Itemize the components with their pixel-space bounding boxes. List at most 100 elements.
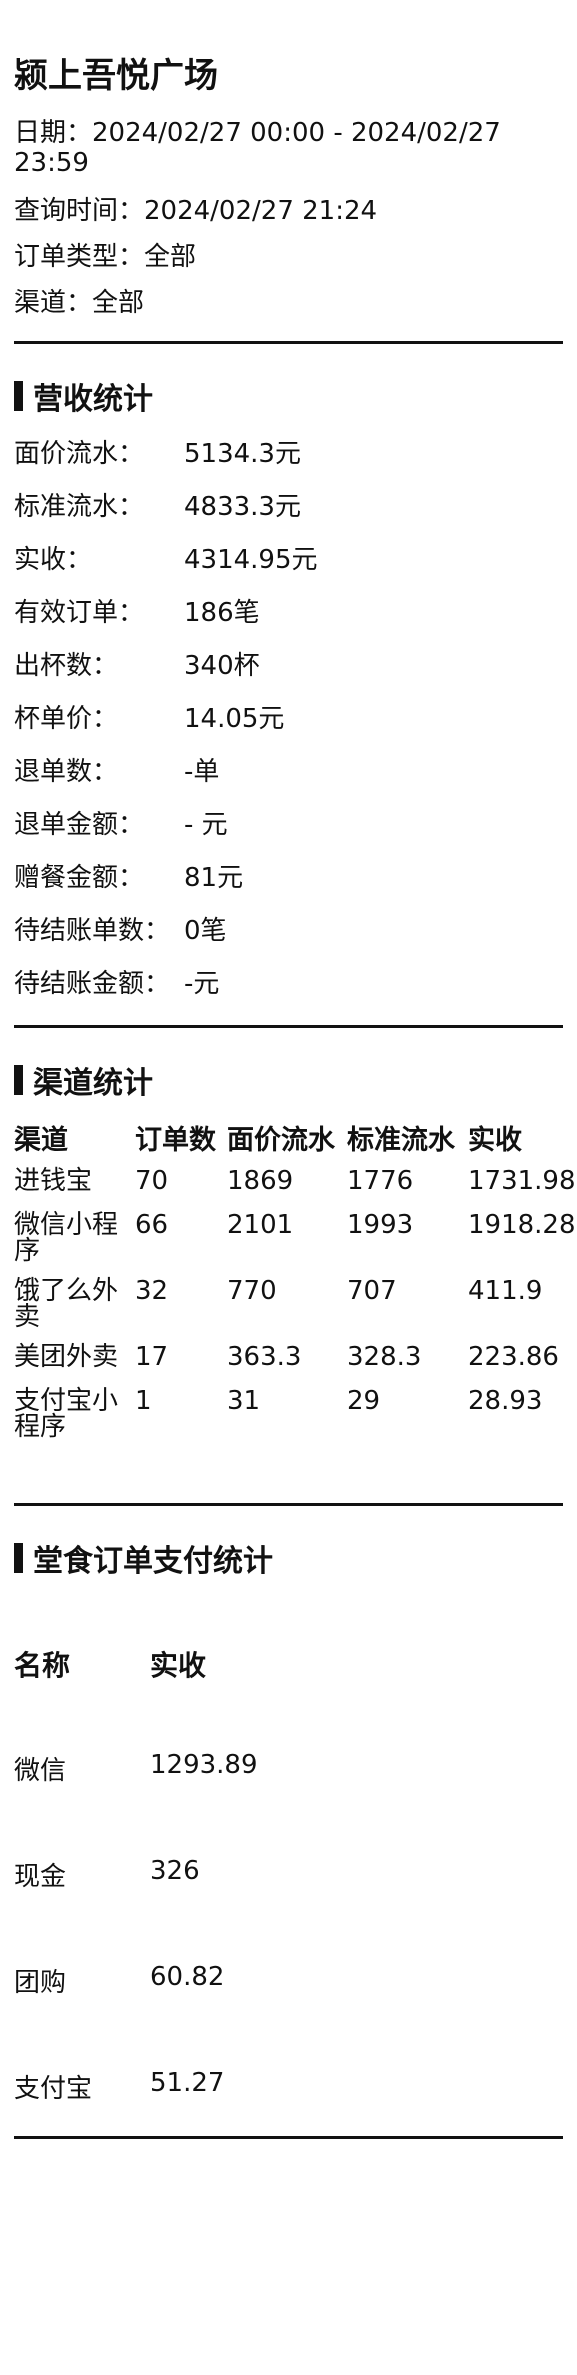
revenue-label: 出杯数： (14, 651, 119, 681)
revenue-value: - 元 (184, 810, 228, 840)
header-face-flow: 面价流水 (227, 1125, 335, 1156)
order-count: 1 (135, 1386, 152, 1416)
revenue-value: 5134.3元 (184, 439, 301, 469)
revenue-label: 有效订单： (14, 598, 145, 628)
revenue-row: 待结账金额： -元 (14, 968, 219, 1000)
face-flow: 770 (227, 1276, 277, 1306)
table-row: 饿了么外卖 32 770 707 411.9 (14, 1278, 574, 1344)
channel-section-title: 渠道统计 (14, 1058, 153, 1102)
revenue-row: 有效订单： 186笔 (14, 597, 260, 629)
revenue-value: -单 (184, 757, 220, 787)
header-channel: 渠道 (14, 1125, 68, 1156)
table-row: 美团外卖 17 363.3 328.3 223.86 (14, 1344, 574, 1388)
table-row: 微信 1293.89 (14, 1750, 350, 1787)
revenue-row: 赠餐金额： 81元 (14, 862, 243, 894)
divider (14, 341, 563, 344)
divider (14, 1025, 563, 1028)
revenue-value: 4833.3元 (184, 492, 301, 522)
table-row: 现金 326 (14, 1856, 350, 1893)
revenue-row: 实收： 4314.95元 (14, 544, 318, 576)
revenue-label: 待结账金额： (14, 969, 171, 999)
revenue-value: 81元 (184, 863, 244, 893)
channel-filter: 渠道：全部 (14, 288, 145, 318)
channel-name: 支付宝小程序 (14, 1386, 119, 1442)
revenue-value: 0笔 (184, 916, 227, 946)
payment-method: 微信 (14, 1756, 67, 1786)
actual-amount: 1731.98 (468, 1166, 576, 1196)
actual-amount: 411.9 (468, 1276, 543, 1306)
standard-flow: 29 (347, 1386, 381, 1416)
revenue-row: 标准流水： 4833.3元 (14, 491, 301, 523)
revenue-label: 赠餐金额： (14, 863, 145, 893)
payment-method: 支付宝 (14, 2074, 93, 2104)
standard-flow: 707 (347, 1276, 397, 1306)
payment-title-text: 堂食订单支付统计 (33, 1544, 273, 1579)
channel-name: 微信小程序 (14, 1210, 119, 1266)
standard-flow: 1776 (347, 1166, 414, 1196)
date-range: 日期：2024/02/27 00:00 - 2024/02/27 23:59 (14, 118, 501, 178)
revenue-label: 标准流水： (14, 492, 145, 522)
header-actual: 实收 (150, 1649, 207, 1682)
order-count: 66 (135, 1210, 169, 1240)
channel-title-text: 渠道统计 (33, 1066, 153, 1101)
table-row: 进钱宝 70 1869 1776 1731.98 (14, 1166, 576, 1212)
channel-table: 渠道 订单数 面价流水 标准流水 实收 进钱宝 70 1869 1776 1731.98… (14, 1118, 576, 1454)
face-flow: 31 (227, 1386, 261, 1416)
revenue-row: 退单金额： - 元 (14, 809, 228, 841)
payment-amount: 1293.89 (150, 1750, 258, 1780)
revenue-value: -元 (184, 969, 220, 999)
revenue-row: 待结账单数： 0笔 (14, 915, 227, 947)
payment-section-title: 堂食订单支付统计 (14, 1536, 273, 1580)
revenue-row: 退单数： -单 (14, 756, 219, 788)
order-type: 订单类型：全部 (14, 242, 197, 272)
revenue-label: 待结账单数： (14, 916, 171, 946)
order-count: 70 (135, 1166, 169, 1196)
revenue-title-text: 营收统计 (33, 382, 153, 417)
face-flow: 2101 (227, 1210, 294, 1240)
standard-flow: 328.3 (347, 1342, 422, 1372)
channel-table-header: 渠道 订单数 面价流水 标准流水 实收 (14, 1118, 574, 1168)
payment-table-header: 名称 实收 (14, 1644, 350, 1684)
payment-amount: 326 (150, 1856, 200, 1886)
header-actual: 实收 (468, 1125, 522, 1156)
section-marker (14, 381, 23, 411)
section-marker (14, 1065, 23, 1095)
revenue-row: 杯单价： 14.05元 (14, 703, 284, 735)
actual-amount: 1918.28 (468, 1210, 576, 1240)
payment-method: 团购 (14, 1968, 67, 1998)
divider (14, 1503, 563, 1506)
divider (14, 2136, 563, 2139)
standard-flow: 1993 (347, 1210, 414, 1240)
revenue-row: 出杯数： 340杯 (14, 650, 260, 682)
revenue-label: 杯单价： (14, 704, 119, 734)
revenue-label: 面价流水： (14, 439, 145, 469)
table-row: 团购 60.82 (14, 1962, 350, 1999)
channel-name: 美团外卖 (14, 1342, 119, 1372)
order-count: 17 (135, 1342, 169, 1372)
face-flow: 1869 (227, 1166, 294, 1196)
query-time: 查询时间：2024/02/27 21:24 (14, 196, 378, 226)
revenue-label: 退单金额： (14, 810, 145, 840)
header-order-count: 订单数 (135, 1125, 216, 1156)
table-row: 微信小程序 66 2101 1993 1918.28 (14, 1210, 576, 1278)
channel-name: 进钱宝 (14, 1166, 93, 1196)
revenue-value: 340杯 (184, 651, 260, 681)
revenue-value: 186笔 (184, 598, 260, 628)
header-standard-flow: 标准流水 (347, 1125, 455, 1156)
face-flow: 363.3 (227, 1342, 302, 1372)
payment-method: 现金 (14, 1862, 67, 1892)
store-title: 颍上吾悦广场 (14, 56, 218, 96)
actual-amount: 223.86 (468, 1342, 559, 1372)
revenue-value: 4314.95元 (184, 545, 318, 575)
table-row: 支付宝 51.27 (14, 2068, 350, 2105)
channel-name: 饿了么外卖 (14, 1276, 119, 1332)
revenue-value: 14.05元 (184, 704, 285, 734)
payment-amount: 60.82 (150, 1962, 225, 1992)
channel-rows: 进钱宝 70 1869 1776 1731.98 微信小程序 66 2101 1993 1918.… (14, 1166, 576, 1454)
revenue-label: 退单数： (14, 757, 119, 787)
header-name: 名称 (14, 1649, 71, 1682)
payment-amount: 51.27 (150, 2068, 225, 2098)
revenue-label: 实收： (14, 545, 93, 575)
actual-amount: 28.93 (468, 1386, 543, 1416)
